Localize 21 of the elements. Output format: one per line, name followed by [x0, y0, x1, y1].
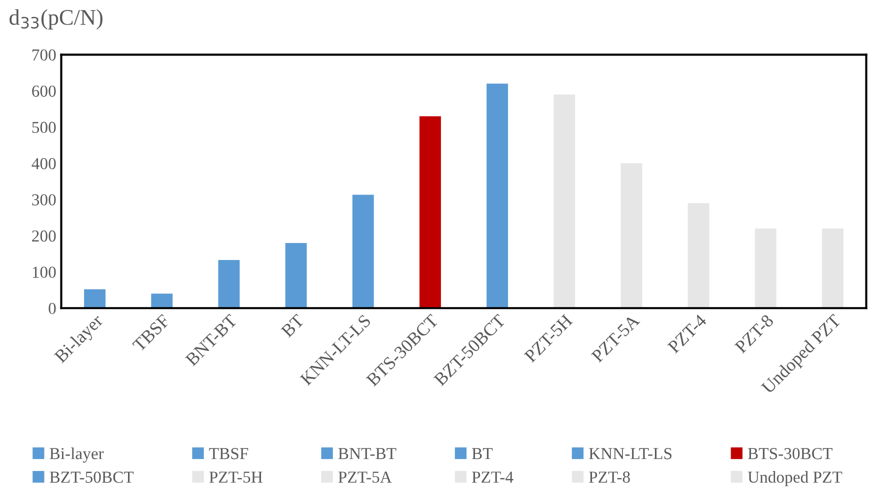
y-tick-label: 600 — [32, 86, 56, 97]
legend-label: BZT-50BCT — [50, 472, 134, 483]
legend-label: PZT-5A — [338, 472, 392, 483]
y-axis-title: d$_{33}$(pC/N) — [10, 9, 102, 30]
legend-label: BNT-BT — [338, 448, 396, 460]
legend-label: PZT-8 — [589, 472, 630, 483]
y-tick-label: 400 — [32, 158, 56, 170]
legend-label: Bi-layer — [50, 447, 104, 463]
legend-label: BT — [472, 448, 493, 460]
legend-label: TBSF — [209, 448, 248, 460]
legend-label: BTS-30BCT — [748, 448, 832, 460]
y-tick-label: 500 — [32, 122, 56, 134]
legend-label: KNN-LT-LS — [589, 448, 672, 460]
y-tick-label: 0 — [48, 302, 56, 314]
y-tick-label: 300 — [32, 194, 56, 206]
legend-label: Undoped PZT — [748, 471, 842, 486]
legend-label: PZT-5H — [209, 472, 262, 483]
y-tick-label: 100 — [32, 266, 56, 278]
y-tick-label: 200 — [32, 230, 56, 242]
legend-label: PZT-4 — [472, 472, 514, 483]
y-tick-label: 700 — [32, 49, 56, 61]
